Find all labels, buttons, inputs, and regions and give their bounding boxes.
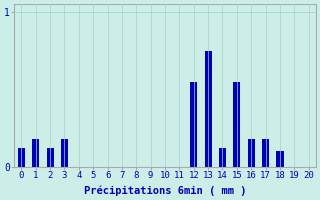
Bar	[219, 148, 226, 167]
Bar	[276, 151, 284, 167]
Bar	[204, 51, 212, 167]
Bar	[32, 139, 39, 167]
Bar	[61, 139, 68, 167]
Bar	[262, 139, 269, 167]
Bar	[233, 82, 240, 167]
Bar	[248, 139, 255, 167]
Bar	[18, 148, 25, 167]
Bar	[190, 82, 197, 167]
Bar	[46, 148, 54, 167]
X-axis label: Précipitations 6min ( mm ): Précipitations 6min ( mm )	[84, 185, 246, 196]
